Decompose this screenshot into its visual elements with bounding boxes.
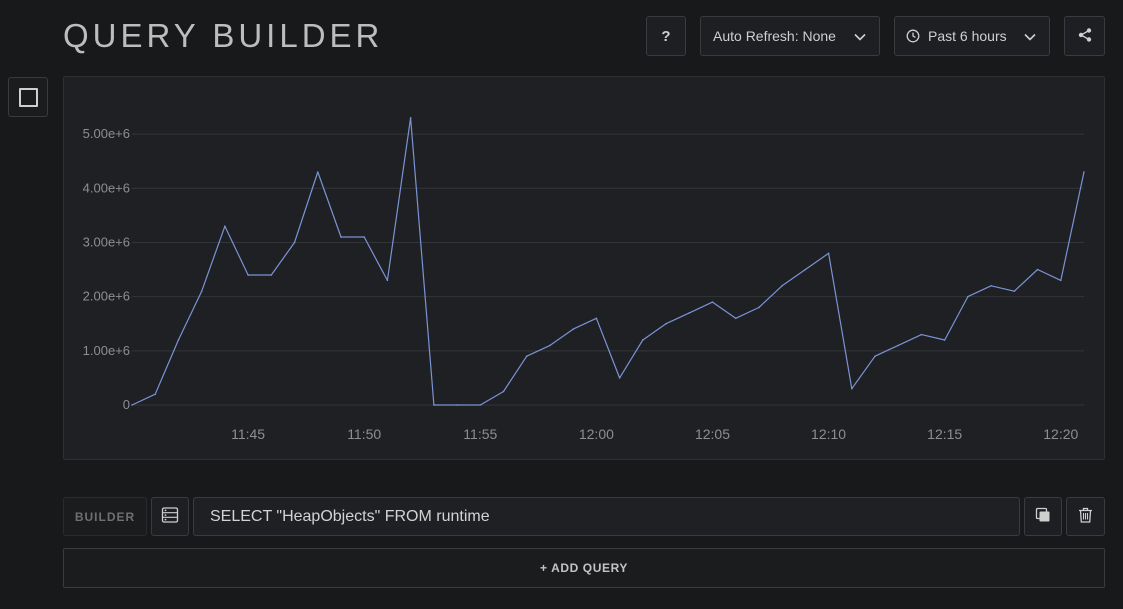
copy-icon (1035, 507, 1051, 526)
data-point (363, 236, 365, 238)
data-point (827, 252, 830, 255)
query-row: BUILDER SELECT "HeapObjects" FROM runtim… (63, 497, 1105, 536)
y-tick-label: 2.00e+6 (83, 289, 130, 304)
data-point (433, 404, 435, 406)
query-list-button[interactable] (151, 497, 189, 536)
data-point (572, 328, 574, 330)
data-point (967, 295, 969, 298)
data-point (386, 279, 389, 282)
data-point (502, 390, 505, 393)
data-point (154, 393, 157, 395)
data-point (642, 339, 644, 341)
data-point (525, 355, 528, 358)
data-point (595, 317, 598, 320)
data-point (1036, 268, 1039, 271)
x-tick-label: 11:55 (463, 426, 497, 442)
data-point (758, 306, 760, 309)
add-query-button[interactable]: + ADD QUERY (63, 548, 1105, 588)
data-point (781, 285, 783, 287)
chevron-down-icon (1023, 30, 1037, 47)
data-point (943, 339, 946, 341)
data-point (131, 404, 133, 406)
help-button[interactable]: ? (646, 16, 686, 56)
x-tick-label: 12:20 (1043, 426, 1078, 442)
data-point (734, 317, 737, 320)
x-tick-label: 11:50 (347, 426, 381, 442)
data-point (316, 171, 319, 173)
share-button[interactable] (1064, 16, 1105, 56)
clock-icon (906, 29, 920, 43)
data-point (409, 117, 412, 119)
data-point (549, 344, 551, 347)
chevron-down-icon (853, 30, 867, 47)
data-point (479, 404, 482, 406)
data-point (665, 322, 667, 325)
trash-icon (1078, 507, 1093, 526)
data-point (804, 268, 807, 271)
x-tick-label: 12:10 (811, 426, 846, 442)
delete-query-button[interactable] (1066, 497, 1105, 536)
data-point (293, 241, 296, 244)
panel-toggle-button[interactable] (8, 77, 48, 117)
data-point (1059, 279, 1062, 282)
checkbox-square-icon (18, 87, 38, 107)
y-tick-label: 3.00e+6 (83, 234, 130, 249)
data-point (688, 312, 691, 314)
time-range-label: Past 6 hours (928, 28, 1007, 44)
data-point (270, 274, 273, 276)
x-tick-label: 12:15 (927, 426, 962, 442)
chart-panel: 0 1.00e+6 2.00e+6 3.00e+6 4.00e+6 5.00e+6 11:4… (63, 76, 1105, 460)
data-point (247, 274, 249, 276)
query-input[interactable]: SELECT "HeapObjects" FROM runtime (193, 497, 1020, 536)
data-point (920, 333, 923, 336)
auto-refresh-dropdown[interactable]: Auto Refresh: None (700, 16, 880, 56)
data-point (224, 225, 226, 227)
data-point (1083, 171, 1085, 173)
data-point (851, 387, 853, 390)
x-tick-label: 12:05 (695, 426, 730, 442)
data-point (200, 290, 203, 293)
data-point (456, 404, 458, 406)
x-tick-label: 12:00 (579, 426, 614, 442)
share-icon (1077, 27, 1093, 46)
data-point (897, 344, 900, 347)
y-tick-label: 0 (123, 397, 130, 412)
y-tick-label: 5.00e+6 (83, 126, 130, 141)
data-point (618, 377, 621, 379)
copy-query-button[interactable] (1024, 497, 1062, 536)
y-tick-label: 4.00e+6 (83, 180, 130, 195)
auto-refresh-label: Auto Refresh: None (713, 28, 836, 44)
series-line-heapobjects (131, 117, 1085, 406)
data-point (177, 339, 180, 341)
data-point (874, 355, 876, 358)
y-tick-label: 1.00e+6 (83, 343, 130, 358)
page-title: QUERY BUILDER (63, 17, 384, 54)
help-label: ? (661, 27, 671, 45)
builder-mode-tab[interactable]: BUILDER (63, 497, 147, 536)
data-point (711, 301, 714, 303)
data-point (990, 285, 992, 287)
list-icon (161, 506, 179, 527)
data-point (1013, 290, 1016, 293)
data-point (340, 236, 342, 238)
heap-objects-chart: 0 1.00e+6 2.00e+6 3.00e+6 4.00e+6 5.00e+6 11:4… (83, 117, 1085, 442)
time-range-dropdown[interactable]: Past 6 hours (894, 16, 1050, 56)
x-tick-label: 11:45 (231, 426, 265, 442)
